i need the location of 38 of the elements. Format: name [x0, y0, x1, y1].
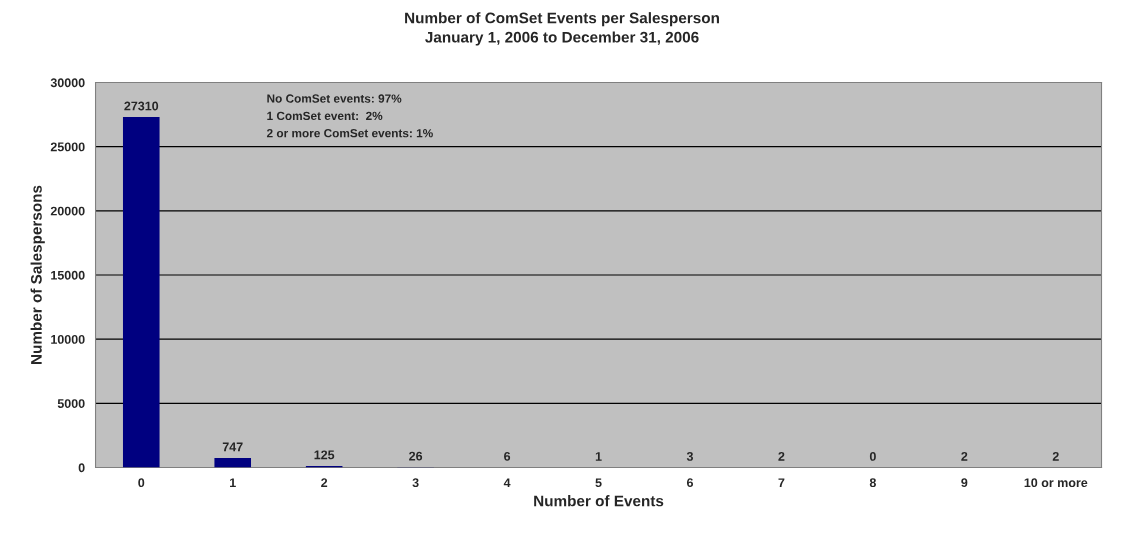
- chart-subtitle: January 1, 2006 to December 31, 2006: [425, 31, 699, 46]
- annotation: 1 ComSet event: 2%: [267, 111, 383, 121]
- y-tick-label: 20000: [50, 206, 85, 216]
- y-tick-label: 15000: [51, 270, 85, 280]
- data-label: 2: [961, 451, 968, 461]
- x-tick-label: 6: [686, 478, 694, 488]
- y-tick-label: 25000: [50, 142, 85, 152]
- data-label: 6: [504, 451, 511, 461]
- y-tick-label: 30000: [50, 78, 85, 88]
- annotation: 2 or more ComSet events: 1%: [266, 129, 433, 138]
- data-label: 3: [686, 451, 694, 461]
- y-axis-title: Number of Salespersons: [30, 185, 45, 364]
- data-label: 0: [869, 452, 876, 461]
- x-tick-label: 1: [230, 478, 236, 487]
- data-label: 747: [222, 442, 243, 452]
- x-tick-label: 5: [595, 478, 602, 488]
- data-label: 27310: [124, 101, 159, 111]
- x-axis-title: Number of Events: [534, 495, 664, 507]
- x-tick-label: 3: [412, 478, 419, 488]
- data-label: 125: [314, 450, 335, 460]
- x-tick-label: 4: [503, 478, 511, 487]
- x-tick-label: 2: [321, 478, 328, 487]
- data-label: 26: [409, 451, 423, 461]
- bar: [122, 117, 160, 468]
- data-label: 1: [595, 452, 602, 461]
- x-tick-label: 8: [869, 478, 876, 488]
- x-tick-label: 7: [778, 478, 785, 487]
- data-label: 2: [778, 451, 785, 461]
- x-tick-label: 9: [961, 478, 968, 488]
- x-tick-label: 10 or more: [1024, 478, 1088, 488]
- chart-title: Number of ComSet Events per Salesperson: [405, 12, 719, 27]
- y-tick-label: 0: [78, 463, 85, 473]
- annotation: No ComSet events: 97%: [267, 94, 402, 103]
- y-tick-label: 10000: [51, 334, 85, 344]
- x-tick-label: 0: [138, 478, 145, 488]
- data-label: 2: [1052, 451, 1059, 461]
- bar: [214, 457, 252, 468]
- y-tick-label: 5000: [57, 399, 85, 408]
